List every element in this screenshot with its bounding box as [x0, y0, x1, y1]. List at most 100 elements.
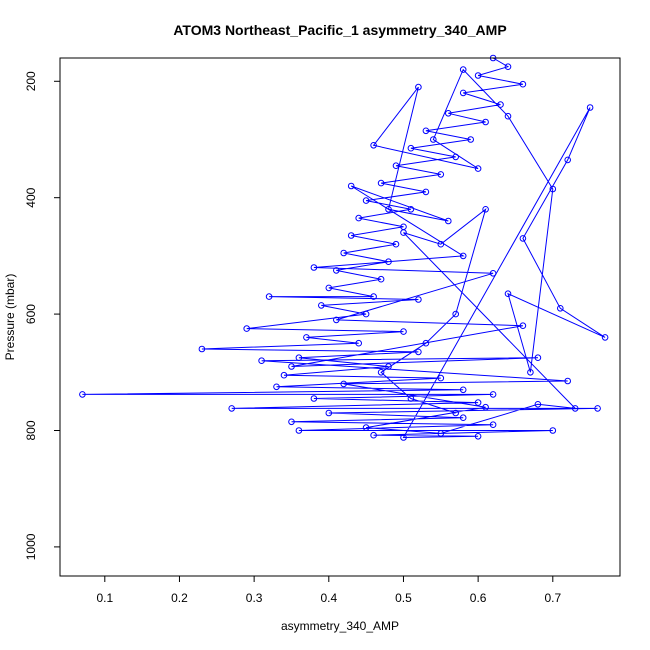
x-tick-label: 0.2 — [171, 591, 188, 605]
data-point — [534, 354, 542, 362]
data-point — [452, 310, 460, 318]
x-tick-label: 0.7 — [544, 591, 561, 605]
y-tick-label: 1000 — [24, 533, 38, 560]
data-point — [445, 110, 452, 117]
data-point — [400, 434, 407, 441]
data-point — [482, 403, 489, 411]
data-point — [564, 156, 572, 164]
data-point — [392, 240, 400, 248]
data-point — [482, 206, 489, 213]
data-point — [504, 63, 512, 70]
plot-frame — [59, 57, 621, 577]
data-point — [415, 296, 422, 303]
data-point — [385, 363, 392, 370]
data-point — [295, 427, 303, 434]
data-point — [519, 235, 527, 242]
data-point — [377, 369, 385, 376]
data-point — [340, 249, 348, 257]
data-point — [347, 182, 355, 190]
data-point — [489, 391, 497, 398]
y-tick-label: 200 — [24, 71, 38, 91]
data-point — [392, 162, 400, 169]
data-point — [355, 339, 363, 347]
y-tick-label: 800 — [24, 420, 38, 440]
data-point — [459, 414, 467, 422]
data-point — [355, 214, 363, 222]
data-point — [557, 305, 564, 312]
series-line — [82, 57, 606, 439]
data-point — [340, 380, 348, 388]
data-point — [467, 136, 475, 143]
data-point — [437, 374, 445, 382]
data-point — [228, 405, 235, 412]
data-point — [280, 371, 288, 379]
data-point — [347, 232, 355, 239]
x-tick-label: 0.3 — [246, 591, 263, 605]
data-point — [497, 101, 504, 108]
data-point — [519, 80, 527, 88]
data-point — [422, 127, 430, 135]
data-point — [370, 142, 377, 149]
data-point — [333, 316, 340, 324]
data-point — [385, 206, 392, 213]
data-point — [333, 267, 340, 274]
data-point — [370, 293, 377, 300]
data-point — [452, 409, 460, 417]
data-point — [318, 302, 325, 309]
data-point — [243, 325, 250, 332]
data-point — [452, 153, 460, 161]
data-point — [437, 240, 445, 248]
data-point — [489, 421, 497, 429]
data-point — [571, 405, 579, 412]
data-point — [474, 399, 482, 406]
data-point — [527, 369, 534, 376]
data-point — [459, 89, 467, 97]
data-point — [303, 334, 310, 341]
data-point — [79, 391, 86, 398]
data-point — [415, 83, 422, 91]
data-point — [273, 383, 280, 391]
data-point — [310, 264, 318, 271]
data-point — [385, 258, 392, 266]
data-point — [519, 322, 527, 330]
data-point — [445, 217, 452, 225]
y-tick-label: 400 — [24, 187, 38, 207]
data-point — [482, 118, 489, 126]
data-point — [422, 188, 430, 196]
data-point — [586, 104, 594, 111]
data-point — [400, 229, 407, 236]
data-series — [79, 54, 609, 441]
data-point — [370, 431, 377, 439]
data-point — [564, 377, 572, 385]
data-point — [362, 424, 370, 431]
data-point — [295, 354, 303, 362]
data-point — [459, 386, 467, 394]
x-axis: 0.1 0.2 0.3 0.4 0.5 0.6 0.7 — [96, 576, 561, 605]
data-point — [437, 430, 445, 437]
data-point — [362, 310, 370, 318]
data-point — [430, 136, 437, 143]
data-point — [437, 171, 445, 178]
data-point — [325, 284, 333, 292]
x-axis-label: asymmetry_340_AMP — [281, 619, 399, 633]
data-point — [534, 401, 542, 408]
data-point — [415, 348, 422, 356]
data-point — [504, 112, 512, 120]
data-point — [549, 185, 557, 193]
data-point — [601, 334, 609, 341]
y-tick-label: 600 — [24, 304, 38, 324]
x-tick-label: 0.6 — [470, 591, 487, 605]
data-point — [489, 270, 497, 277]
x-tick-label: 0.4 — [320, 591, 337, 605]
x-tick-label: 0.1 — [96, 591, 113, 605]
data-point — [474, 165, 482, 172]
data-point — [310, 395, 318, 402]
data-point — [407, 395, 415, 402]
y-axis-label: Pressure (mbar) — [3, 274, 17, 361]
x-tick-label: 0.5 — [395, 591, 412, 605]
data-point — [594, 405, 601, 412]
data-point — [258, 357, 265, 365]
data-point — [325, 409, 333, 417]
data-point — [198, 345, 206, 353]
